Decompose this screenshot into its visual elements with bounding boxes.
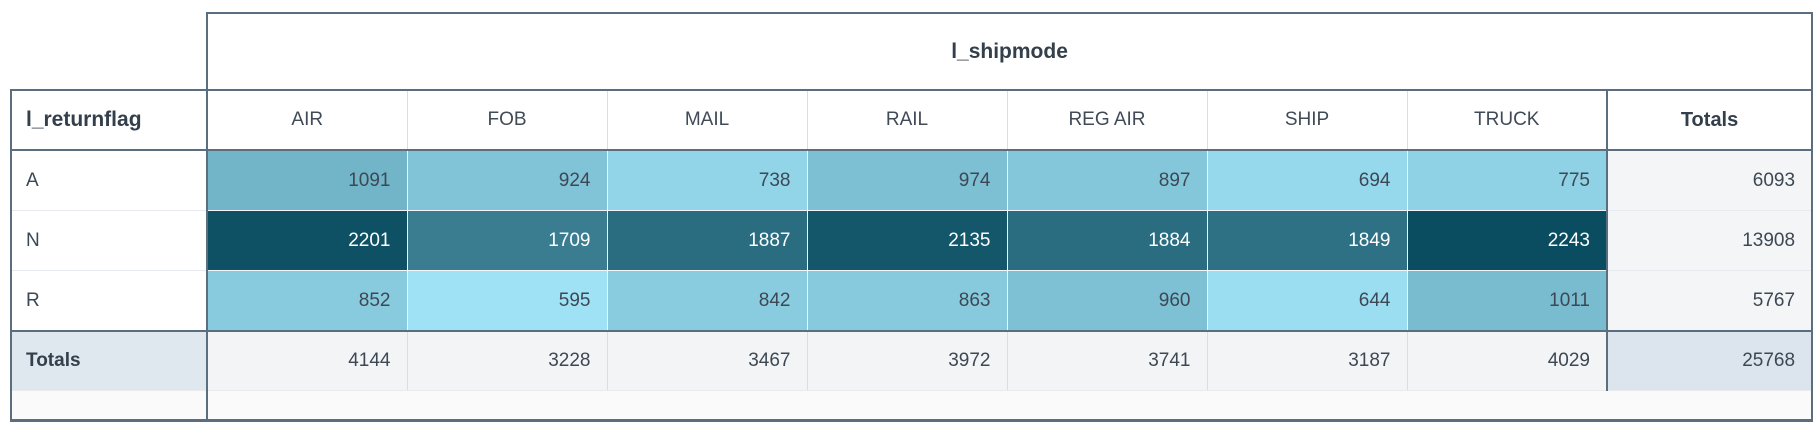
- column-header-mail[interactable]: MAIL: [606, 89, 808, 151]
- heat-cell-a-mail[interactable]: 738: [606, 149, 808, 211]
- column-header-rail[interactable]: RAIL: [806, 89, 1008, 151]
- column-total-fob[interactable]: 3228: [406, 330, 608, 391]
- heat-cell-n-fob[interactable]: 1709: [406, 210, 608, 271]
- column-total-reg-air[interactable]: 3741: [1006, 330, 1208, 391]
- heat-cell-r-fob[interactable]: 595: [406, 270, 608, 332]
- heat-cell-n-ship[interactable]: 1849: [1206, 210, 1408, 271]
- column-dimension-row: l_shipmode: [11, 12, 1814, 91]
- column-header-ship[interactable]: SHIP: [1206, 89, 1408, 151]
- data-row-a: A 1091 924 738 974 897 694 775 6093: [10, 149, 1814, 211]
- column-header-reg-air[interactable]: REG AIR: [1006, 89, 1208, 151]
- heat-cell-a-rail[interactable]: 974: [806, 149, 1008, 211]
- heat-cell-a-truck[interactable]: 775: [1406, 149, 1608, 211]
- heat-cell-n-mail[interactable]: 1887: [606, 210, 808, 271]
- totals-row: Totals 4144 3228 3467 3972 3741 3187 4029 25768: [10, 330, 1814, 391]
- heat-cell-a-reg-air[interactable]: 897: [1006, 149, 1208, 211]
- heat-cell-r-rail[interactable]: 863: [806, 270, 1008, 332]
- column-header-air[interactable]: AIR: [206, 89, 408, 151]
- row-dimension-header: l_returnflag: [10, 89, 208, 151]
- heat-cell-r-ship[interactable]: 644: [1206, 270, 1408, 332]
- row-header-n[interactable]: N: [10, 210, 208, 271]
- empty-row: [10, 390, 1814, 422]
- totals-row-header[interactable]: Totals: [10, 330, 208, 391]
- column-total-air[interactable]: 4144: [206, 330, 408, 391]
- empty-row-filler: [207, 390, 1814, 422]
- column-dimension-header: l_shipmode: [205, 12, 1814, 91]
- column-total-mail[interactable]: 3467: [606, 330, 808, 391]
- column-total-rail[interactable]: 3972: [806, 330, 1008, 391]
- heat-cell-n-rail[interactable]: 2135: [806, 210, 1008, 271]
- empty-row-label-cell: [10, 390, 208, 422]
- column-total-ship[interactable]: 3187: [1206, 330, 1408, 391]
- row-header-a[interactable]: A: [10, 149, 208, 211]
- heat-cell-n-air[interactable]: 2201: [206, 210, 408, 271]
- heat-cell-r-mail[interactable]: 842: [606, 270, 808, 332]
- column-total-truck[interactable]: 4029: [1406, 330, 1608, 391]
- grand-total-cell[interactable]: 25768: [1605, 330, 1814, 391]
- heat-cell-a-air[interactable]: 1091: [206, 149, 408, 211]
- heat-cell-n-reg-air[interactable]: 1884: [1006, 210, 1208, 271]
- column-header-truck[interactable]: TRUCK: [1406, 89, 1608, 151]
- heat-cell-n-truck[interactable]: 2243: [1406, 210, 1608, 271]
- header-row: l_returnflag AIR FOB MAIL RAIL REG AIR SHIP TR…: [10, 89, 1814, 151]
- data-row-r: R 852 595 842 863 960 644 1011 5767: [10, 270, 1814, 332]
- column-header-fob[interactable]: FOB: [406, 89, 608, 151]
- corner-spacer: [11, 13, 207, 90]
- pivot-table: l_shipmode l_returnflag AIR FOB MAIL RAIL RE…: [10, 12, 1814, 422]
- heat-cell-r-air[interactable]: 852: [206, 270, 408, 332]
- heat-cell-a-fob[interactable]: 924: [406, 149, 608, 211]
- row-total-n[interactable]: 13908: [1605, 210, 1814, 271]
- heat-cell-a-ship[interactable]: 694: [1206, 149, 1408, 211]
- column-header-totals[interactable]: Totals: [1605, 89, 1814, 151]
- row-header-r[interactable]: R: [10, 270, 208, 332]
- row-total-a[interactable]: 6093: [1605, 149, 1814, 211]
- heat-cell-r-reg-air[interactable]: 960: [1006, 270, 1208, 332]
- row-total-r[interactable]: 5767: [1605, 270, 1814, 332]
- data-row-n: N 2201 1709 1887 2135 1884 1849 2243 13908: [10, 210, 1814, 271]
- heat-cell-r-truck[interactable]: 1011: [1406, 270, 1608, 332]
